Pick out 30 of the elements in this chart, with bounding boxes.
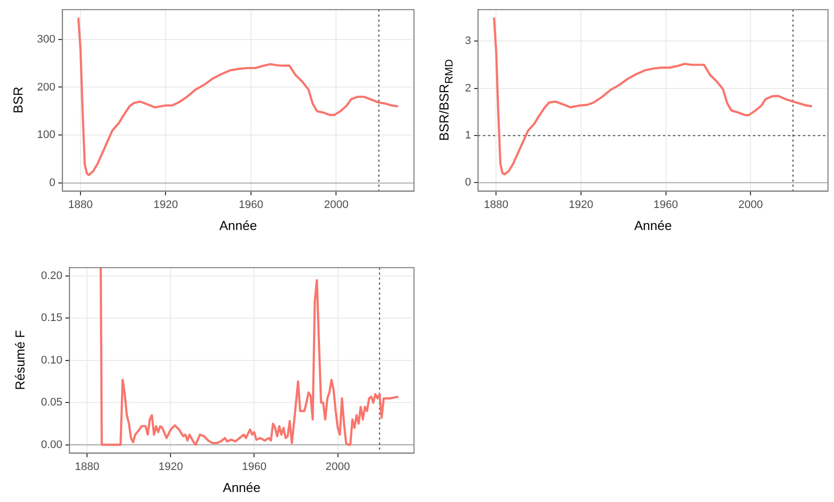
x-tick-label: 1880 bbox=[68, 198, 93, 211]
x-tick-label: 1920 bbox=[158, 460, 183, 473]
x-tick-label: 2000 bbox=[738, 198, 763, 211]
x-tick-label: 1960 bbox=[654, 198, 678, 211]
y-tick-label: 1 bbox=[464, 130, 472, 142]
y-tick-label: 0 bbox=[464, 176, 472, 189]
y-axis-title: BSR bbox=[10, 86, 26, 114]
y-tick-label: 0.15 bbox=[40, 312, 62, 324]
x-tick-label: 1880 bbox=[74, 460, 100, 473]
y-tick-label: 3 bbox=[464, 35, 472, 48]
y-tick-label: 0.10 bbox=[40, 354, 62, 366]
y-tick-label: 0.20 bbox=[40, 270, 62, 282]
x-tick-label: 1960 bbox=[242, 460, 266, 473]
x-tick-label: 1880 bbox=[484, 198, 508, 211]
x-axis-title: Année bbox=[634, 218, 672, 233]
x-tick-label: 1920 bbox=[568, 198, 594, 211]
x-axis-title: Année bbox=[222, 480, 260, 495]
y-tick-label: 2 bbox=[464, 82, 472, 94]
x-tick-label: 2000 bbox=[326, 460, 350, 473]
y-tick-label: 0.00 bbox=[40, 438, 62, 451]
y-tick-label: 100 bbox=[36, 129, 56, 142]
y-tick-label: 200 bbox=[36, 81, 56, 94]
x-tick-label: 1920 bbox=[153, 198, 178, 211]
x-tick-label: 2000 bbox=[324, 198, 348, 211]
x-axis-title: Année bbox=[219, 218, 257, 233]
y-tick-label: 0 bbox=[49, 177, 56, 190]
y-tick-label: 0.05 bbox=[40, 396, 62, 409]
y-tick-label: 300 bbox=[36, 33, 56, 46]
y-axis-title: Résumé F bbox=[12, 330, 28, 390]
x-tick-label: 1960 bbox=[238, 198, 264, 211]
